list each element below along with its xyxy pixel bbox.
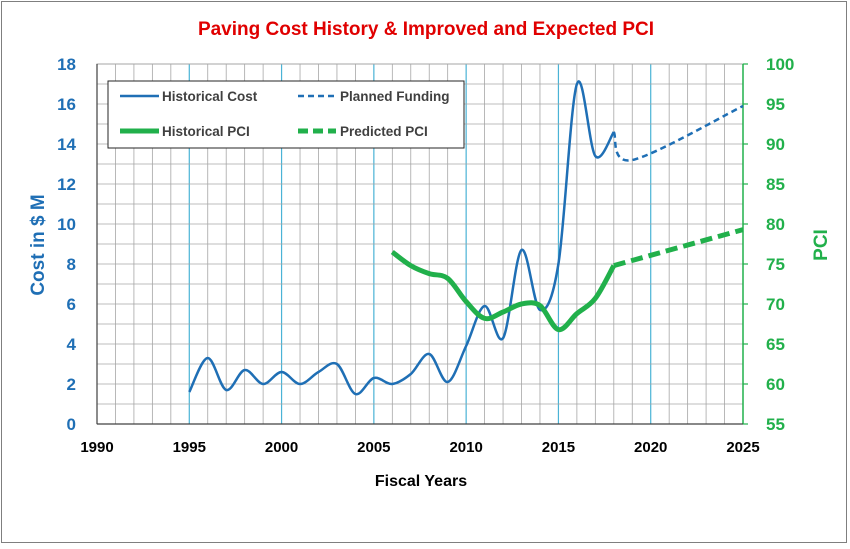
legend-label-planned-funding: Planned Funding xyxy=(340,89,450,104)
legend-box xyxy=(107,80,465,149)
series-historical-pci xyxy=(390,249,616,333)
x-tick-label: 2015 xyxy=(542,439,575,456)
legend-label-historical-pci: Historical PCI xyxy=(162,124,250,139)
x-axis-label: Fiscal Years xyxy=(375,473,467,490)
y-tick-label: 10 xyxy=(57,215,76,234)
y-tick-label: 0 xyxy=(67,415,76,434)
series-planned-funding xyxy=(612,104,744,162)
legend-label-historical-cost: Historical Cost xyxy=(162,89,258,104)
y-tick-label: 18 xyxy=(57,55,76,74)
y-tick-label: 12 xyxy=(57,175,76,194)
series-predicted-pci xyxy=(613,227,744,269)
y-tick-label: 4 xyxy=(67,335,77,354)
y2-tick-label: 65 xyxy=(766,335,785,354)
x-tick-label: 2020 xyxy=(634,439,667,456)
y2-tick-label: 70 xyxy=(766,295,785,314)
x-tick-label: 2025 xyxy=(726,439,759,456)
series xyxy=(188,80,744,396)
y-tick-label: 2 xyxy=(67,375,76,394)
y-tick-label: 14 xyxy=(57,135,76,154)
y2-tick-label: 90 xyxy=(766,135,785,154)
x-tick-label: 2000 xyxy=(265,439,298,456)
y-tick-label: 8 xyxy=(67,255,76,274)
x-tick-label: 1990 xyxy=(80,439,113,456)
y2-axis-label: PCI xyxy=(811,229,832,261)
y-tick-label: 6 xyxy=(67,295,76,314)
y2-tick-label: 95 xyxy=(766,95,785,114)
x-tick-label: 2010 xyxy=(449,439,482,456)
chart-title: Paving Cost History & Improved and Expec… xyxy=(198,19,654,40)
y-axis-label: Cost in $ M xyxy=(28,194,49,295)
x-tick-label: 1995 xyxy=(173,439,206,456)
y2-tick-label: 75 xyxy=(766,255,785,274)
axes: 1990 1995 2000 2005 2010 2015 2020 2025 0 2 4 6 8 10 1… xyxy=(57,55,794,456)
y2-tick-label: 85 xyxy=(766,175,785,194)
series-historical-cost xyxy=(188,80,615,396)
y2-tick-label: 55 xyxy=(766,415,785,434)
legend: Historical Cost Planned Funding Historic… xyxy=(107,80,465,149)
y2-tick-label: 80 xyxy=(766,215,785,234)
y2-tick-label: 60 xyxy=(766,375,785,394)
legend-label-predicted-pci: Predicted PCI xyxy=(340,124,428,139)
y-tick-label: 16 xyxy=(57,95,76,114)
x-tick-label: 2005 xyxy=(357,439,390,456)
y2-tick-label: 100 xyxy=(766,55,794,74)
